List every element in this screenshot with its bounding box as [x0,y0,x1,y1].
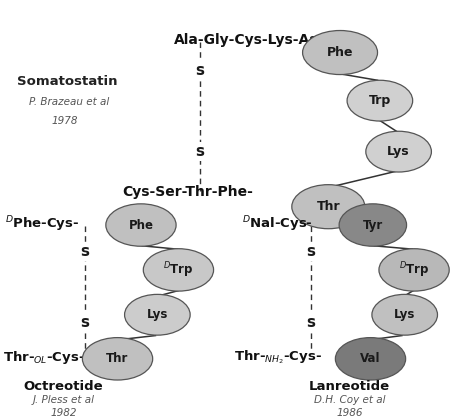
Text: Thr-$_{NH_2}$-Cys-: Thr-$_{NH_2}$-Cys- [234,349,321,366]
Text: P. Brazeau et al: P. Brazeau et al [28,97,109,107]
Ellipse shape [106,204,176,246]
Text: $^{D}$Phe-Cys-: $^{D}$Phe-Cys- [5,214,80,234]
Ellipse shape [339,204,407,246]
Text: Cys-Ser-Thr-Phe-: Cys-Ser-Thr-Phe- [122,185,253,200]
Ellipse shape [347,80,413,121]
Ellipse shape [336,338,406,380]
Text: s: s [80,244,89,259]
Text: s: s [307,315,316,331]
Ellipse shape [302,31,377,75]
Text: Thr: Thr [317,200,340,213]
Text: 1978: 1978 [52,116,79,126]
Ellipse shape [372,294,438,335]
Text: Somatostatin: Somatostatin [17,75,118,88]
Text: 1982: 1982 [50,408,77,417]
Ellipse shape [125,294,190,335]
Text: Trp: Trp [369,94,391,107]
Text: Tyr: Tyr [363,218,383,231]
Ellipse shape [292,185,365,229]
Text: Val: Val [360,352,381,365]
Ellipse shape [366,131,431,172]
Text: $^{D}$Trp: $^{D}$Trp [163,260,194,280]
Text: Lanreotide: Lanreotide [309,380,390,393]
Text: 1986: 1986 [336,408,363,417]
Text: Ala-Gly-Cys-Lys-Asn-Phe-: Ala-Gly-Cys-Lys-Asn-Phe- [174,33,369,47]
Text: J. Pless et al: J. Pless et al [33,395,95,405]
Text: D.H. Coy et al: D.H. Coy et al [314,395,385,405]
Text: Phe: Phe [327,46,353,59]
Text: s: s [80,315,89,331]
Text: Lys: Lys [146,308,168,321]
Text: Lys: Lys [394,308,415,321]
Text: s: s [195,144,204,159]
Ellipse shape [379,249,449,291]
Ellipse shape [82,338,153,380]
Text: Lys: Lys [387,145,410,158]
Ellipse shape [143,249,214,291]
Text: Phe: Phe [128,218,154,231]
Text: s: s [307,244,316,259]
Text: Thr-$_{OL}$-Cys-: Thr-$_{OL}$-Cys- [3,349,85,366]
Text: Thr: Thr [106,352,129,365]
Text: $^{D}$Trp: $^{D}$Trp [399,260,429,280]
Text: s: s [195,63,204,78]
Text: Octreotide: Octreotide [24,380,103,393]
Text: $^{D}$Nal-Cys-: $^{D}$Nal-Cys- [242,214,312,234]
